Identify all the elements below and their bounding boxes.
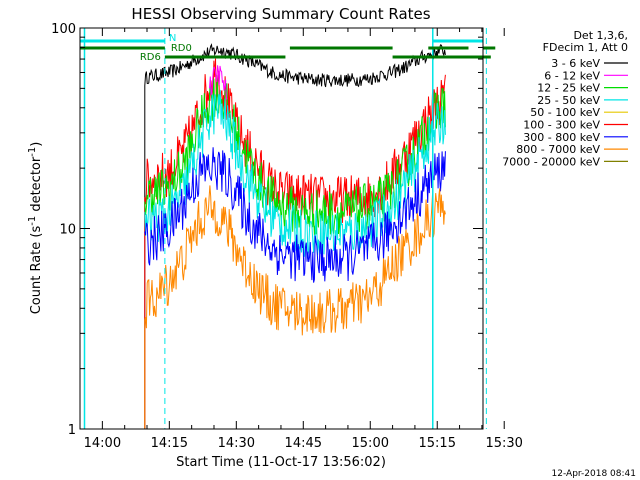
x-tick-label: 14:45 [285, 436, 322, 451]
series-line-0 [144, 43, 446, 429]
legend-entry-label: 300 - 800 keV [523, 131, 600, 144]
x-axis-label: Start Time (11-Oct-17 13:56:02) [176, 455, 386, 470]
x-tick-label: 14:15 [151, 436, 188, 451]
series-line-3 [144, 89, 446, 257]
timestamp: 12-Apr-2018 08:41 [552, 469, 636, 479]
legend-header-2: FDecim 1, Att 0 [543, 41, 628, 54]
series-line-5 [144, 147, 446, 283]
y-tick-label: 10 [59, 223, 76, 238]
legend-entry-label: 3 - 6 keV [551, 57, 600, 70]
legend-entry-label: 7000 - 20000 keV [502, 155, 600, 168]
series-line-4 [209, 65, 228, 100]
y-axis-label: Count Rate (s-1 detector-1) [27, 142, 44, 315]
legend-entry-label: 6 - 12 keV [544, 69, 600, 82]
y-axis: 1 10 100 [51, 22, 483, 438]
legend-entry-label: 12 - 25 keV [537, 82, 600, 95]
legend-entry-label: 50 - 100 keV [530, 106, 600, 119]
n-flag-label: N [169, 33, 176, 44]
chart-title: HESSI Observing Summary Count Rates [131, 5, 430, 23]
x-tick-label: 15:30 [485, 436, 522, 451]
series-line-6 [144, 185, 446, 429]
rd0-flag-label: RD0 [171, 43, 192, 54]
x-tick-label: 14:00 [84, 436, 121, 451]
y-tick-label: 100 [51, 22, 76, 37]
legend-entry-label: 800 - 7000 keV [516, 143, 600, 156]
series-layer [144, 43, 446, 429]
y-tick-label: 1 [68, 423, 76, 438]
x-tick-label: 15:00 [352, 436, 389, 451]
rd6-flag-label: RD6 [140, 52, 161, 63]
legend-entry-label: 25 - 50 keV [537, 94, 600, 107]
legend-entry-label: 100 - 300 keV [523, 119, 600, 132]
legend-header-1: Det 1,3,6, [573, 29, 628, 42]
series-line-1 [144, 58, 446, 429]
x-tick-label: 14:30 [218, 436, 255, 451]
x-tick-label: 15:15 [419, 436, 456, 451]
x-axis: 14:00 14:15 14:30 14:45 15:00 15:15 15:30 [84, 28, 523, 451]
